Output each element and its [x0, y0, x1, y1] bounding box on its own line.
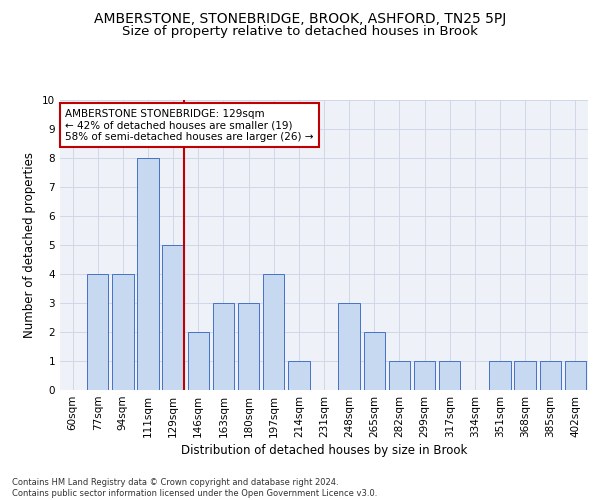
Bar: [539, 361, 561, 390]
Bar: [414, 361, 435, 390]
Text: Contains HM Land Registry data © Crown copyright and database right 2024.
Contai: Contains HM Land Registry data © Crown c…: [12, 478, 377, 498]
Y-axis label: Number of detached properties: Number of detached properties: [23, 152, 37, 338]
Text: Size of property relative to detached houses in Brook: Size of property relative to detached ho…: [122, 25, 478, 38]
Text: AMBERSTONE, STONEBRIDGE, BROOK, ASHFORD, TN25 5PJ: AMBERSTONE, STONEBRIDGE, BROOK, ASHFORD,…: [94, 12, 506, 26]
Bar: [288, 361, 310, 390]
Bar: [213, 303, 234, 390]
Bar: [263, 274, 284, 390]
Bar: [112, 274, 134, 390]
Bar: [490, 361, 511, 390]
Bar: [565, 361, 586, 390]
Bar: [338, 303, 360, 390]
Bar: [188, 332, 209, 390]
Bar: [137, 158, 158, 390]
Bar: [364, 332, 385, 390]
Bar: [389, 361, 410, 390]
Bar: [514, 361, 536, 390]
Text: AMBERSTONE STONEBRIDGE: 129sqm
← 42% of detached houses are smaller (19)
58% of : AMBERSTONE STONEBRIDGE: 129sqm ← 42% of …: [65, 108, 314, 142]
Bar: [238, 303, 259, 390]
Bar: [439, 361, 460, 390]
Bar: [163, 245, 184, 390]
Bar: [87, 274, 109, 390]
X-axis label: Distribution of detached houses by size in Brook: Distribution of detached houses by size …: [181, 444, 467, 457]
